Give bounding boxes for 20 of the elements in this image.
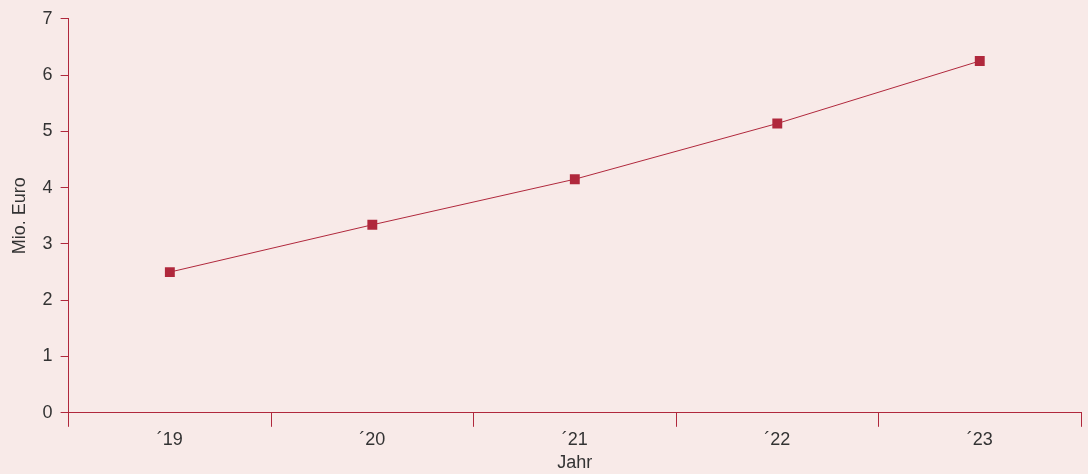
point xyxy=(367,219,378,230)
point xyxy=(164,267,175,278)
y-tick-label: 6 xyxy=(42,64,53,85)
y-tick-label: 5 xyxy=(42,120,53,141)
x-tick-label: ´22 xyxy=(764,428,791,449)
x-tick-label: ´23 xyxy=(966,428,993,449)
y-tick-label: 4 xyxy=(42,176,53,197)
point xyxy=(772,118,783,129)
y-tick-label: 1 xyxy=(42,345,53,366)
y-tick-label: 3 xyxy=(42,232,53,253)
y-axis-title: Mio. Euro xyxy=(8,177,29,255)
point xyxy=(569,174,580,185)
point xyxy=(974,56,985,66)
x-tick-label: ´21 xyxy=(561,428,588,449)
y-tick-label: 7 xyxy=(42,7,53,28)
x-tick-label: ´20 xyxy=(359,428,386,449)
y-tick-label: 2 xyxy=(42,289,53,310)
y-tick-label: 0 xyxy=(42,401,53,422)
x-axis-title: Jahr xyxy=(557,452,593,473)
x-tick-label: ´19 xyxy=(156,428,183,449)
